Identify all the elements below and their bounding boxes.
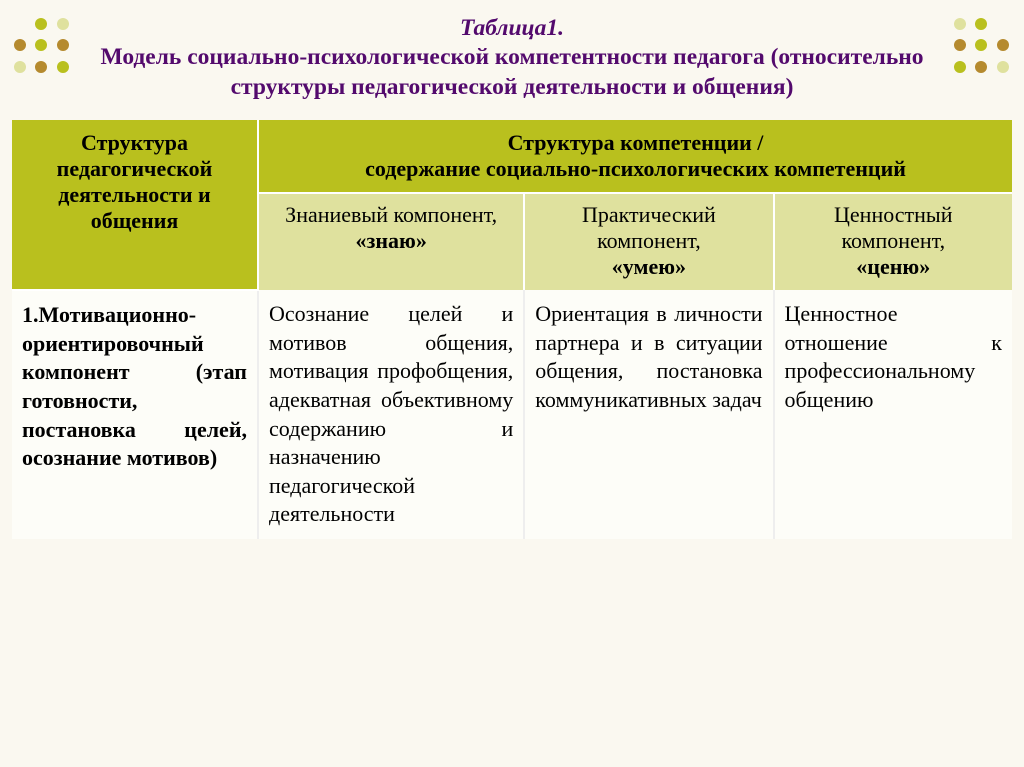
subheader-value: Ценностный компонент, «ценю» <box>774 193 1012 290</box>
header-competence: Структура компетенции / содержание социа… <box>258 120 1012 193</box>
title-label: Таблица1. <box>460 15 564 41</box>
corner-dots-top-left <box>14 18 70 74</box>
corner-dots-top-right <box>954 18 1010 74</box>
cell-structure: 1.Мотивационно-ориентировочный компонент… <box>12 290 258 539</box>
header-structure: Структура педагогической деятельности и … <box>12 120 258 290</box>
cell-value: Ценностное отношение к профессиональному… <box>774 290 1012 539</box>
competence-table: Структура педагогической деятельности и … <box>12 120 1012 539</box>
cell-knowledge: Осознание целей и мотивов общения, мотив… <box>258 290 524 539</box>
subheader-knowledge: Знаниевый компонент, «знаю» <box>258 193 524 290</box>
page-title: Таблица1. Модель социально-психологическ… <box>0 0 1024 120</box>
title-subtitle: Модель социально-психологической компете… <box>100 44 923 99</box>
table-row: 1.Мотивационно-ориентировочный компонент… <box>12 290 1012 539</box>
subheader-practical: Практический компонент, «умею» <box>524 193 773 290</box>
cell-practical: Ориентация в личности партнера и в ситуа… <box>524 290 773 539</box>
